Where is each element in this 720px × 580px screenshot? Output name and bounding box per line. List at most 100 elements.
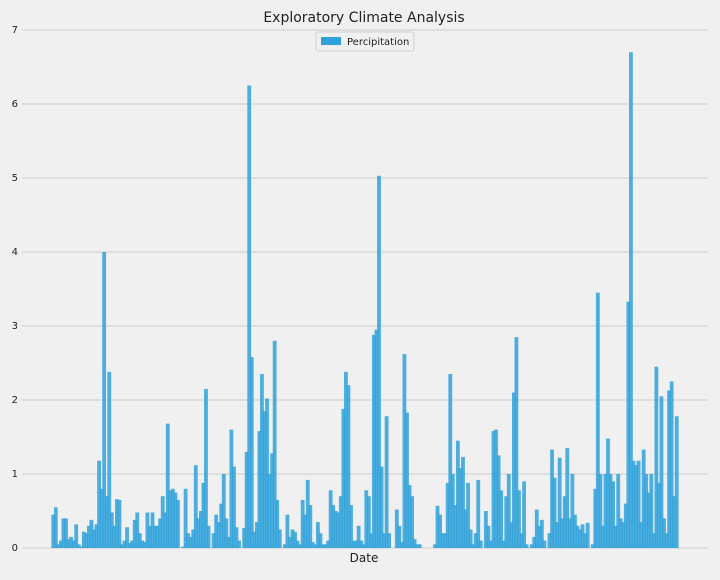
bar (232, 466, 236, 548)
bar (445, 482, 450, 548)
legend-swatch (321, 37, 341, 45)
bar (412, 539, 417, 548)
bar (669, 381, 674, 548)
bar (163, 512, 168, 548)
bar (435, 505, 440, 548)
bar (84, 533, 89, 548)
bar (667, 390, 671, 548)
y-tick-label: 1 (12, 469, 18, 480)
bar (316, 522, 320, 548)
bar (573, 514, 577, 548)
bar (486, 525, 491, 548)
bar (616, 474, 621, 548)
bar (674, 416, 679, 548)
legend-label: Percipitation (347, 37, 409, 48)
bar (608, 474, 613, 548)
bar (219, 503, 224, 548)
bar-series (51, 52, 679, 548)
bar (583, 533, 588, 548)
bar (578, 529, 582, 548)
bar (491, 431, 496, 548)
bar (374, 329, 379, 548)
bar (618, 518, 623, 548)
bar (547, 533, 552, 548)
bar (629, 52, 633, 548)
bar (489, 540, 493, 548)
bar (621, 522, 626, 548)
bar (120, 544, 124, 548)
bar (198, 511, 203, 548)
bar (506, 474, 511, 548)
bar (130, 540, 135, 548)
bar (181, 546, 185, 548)
bar (382, 533, 386, 548)
bar (649, 474, 654, 548)
bar (79, 546, 84, 548)
bar (532, 536, 537, 548)
bar (51, 514, 56, 548)
bar (552, 477, 557, 548)
bar (104, 496, 109, 548)
bar (499, 490, 504, 548)
bar (135, 512, 140, 548)
bar (69, 536, 73, 548)
bar (61, 518, 66, 548)
bar (359, 540, 364, 548)
bar (244, 451, 249, 548)
bar (483, 511, 488, 548)
bar (158, 518, 163, 548)
legend-box (315, 31, 415, 52)
bar (338, 496, 343, 548)
bar (247, 85, 252, 548)
bar (560, 518, 565, 548)
bar (331, 505, 336, 548)
bar (221, 474, 226, 548)
bar (361, 544, 366, 548)
bar (567, 518, 572, 548)
bar (145, 512, 150, 548)
bar (379, 466, 384, 548)
bar (346, 385, 351, 548)
bar (405, 412, 409, 548)
bar (453, 505, 458, 548)
bar (443, 533, 448, 548)
bar (99, 488, 104, 548)
bar (623, 503, 628, 548)
bar (496, 455, 501, 548)
bar (651, 533, 656, 548)
bar (188, 536, 193, 548)
bar (328, 490, 333, 548)
bar (504, 496, 509, 548)
bar (305, 479, 310, 548)
bar (176, 499, 180, 548)
bar (511, 392, 516, 548)
bar (471, 544, 476, 548)
bar (92, 529, 96, 548)
bar (290, 529, 295, 548)
bar (204, 388, 208, 548)
bar (657, 482, 661, 548)
bar (440, 533, 445, 548)
bar (570, 474, 575, 548)
bar (662, 518, 666, 548)
bar (461, 456, 465, 548)
bar (122, 540, 127, 548)
bar (71, 540, 76, 548)
bar (501, 540, 506, 548)
bar (252, 531, 257, 548)
bar (494, 429, 498, 548)
bar (351, 540, 356, 548)
bar (308, 505, 313, 548)
bar (550, 449, 554, 548)
bar (369, 533, 374, 548)
bar (476, 479, 481, 548)
bar (595, 292, 600, 548)
bar (170, 488, 175, 548)
bar (168, 490, 173, 548)
bar (140, 540, 145, 548)
bar (321, 544, 325, 548)
bar (514, 337, 519, 548)
bar (318, 533, 323, 548)
bar (580, 524, 585, 548)
